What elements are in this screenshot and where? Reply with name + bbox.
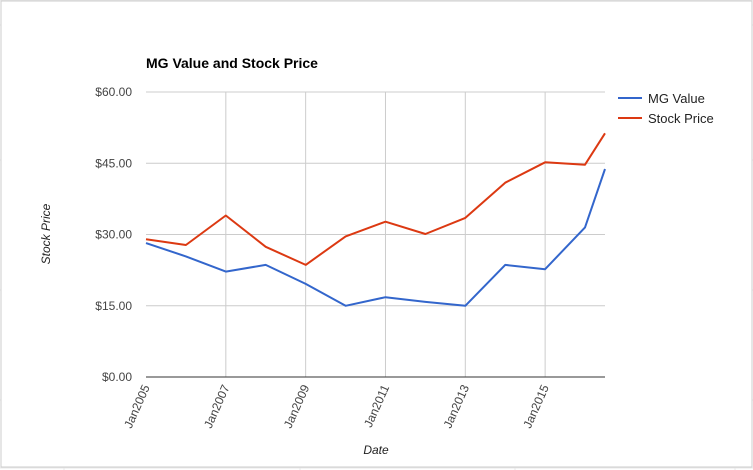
y-axis-ticks: $0.00 $15.00 $30.00 $45.00 $60.00	[95, 85, 132, 384]
y-tick-label: $60.00	[95, 85, 132, 99]
y-axis-title: Stock Price	[39, 203, 53, 264]
series-lines	[145, 132, 606, 307]
series-line-2	[145, 132, 606, 266]
y-tick-label: $45.00	[95, 156, 132, 170]
chart-title: MG Value and Stock Price	[146, 55, 318, 71]
legend-label: Stock Price	[648, 111, 714, 126]
x-axis-title: Date	[363, 443, 389, 457]
legend-label: MG Value	[648, 91, 705, 106]
gridlines	[146, 91, 605, 377]
y-tick-label: $0.00	[102, 370, 132, 384]
series-line-1	[145, 168, 606, 307]
y-tick-label: $15.00	[95, 299, 132, 313]
legend: MG Value Stock Price	[618, 91, 714, 126]
y-tick-label: $30.00	[95, 228, 132, 242]
